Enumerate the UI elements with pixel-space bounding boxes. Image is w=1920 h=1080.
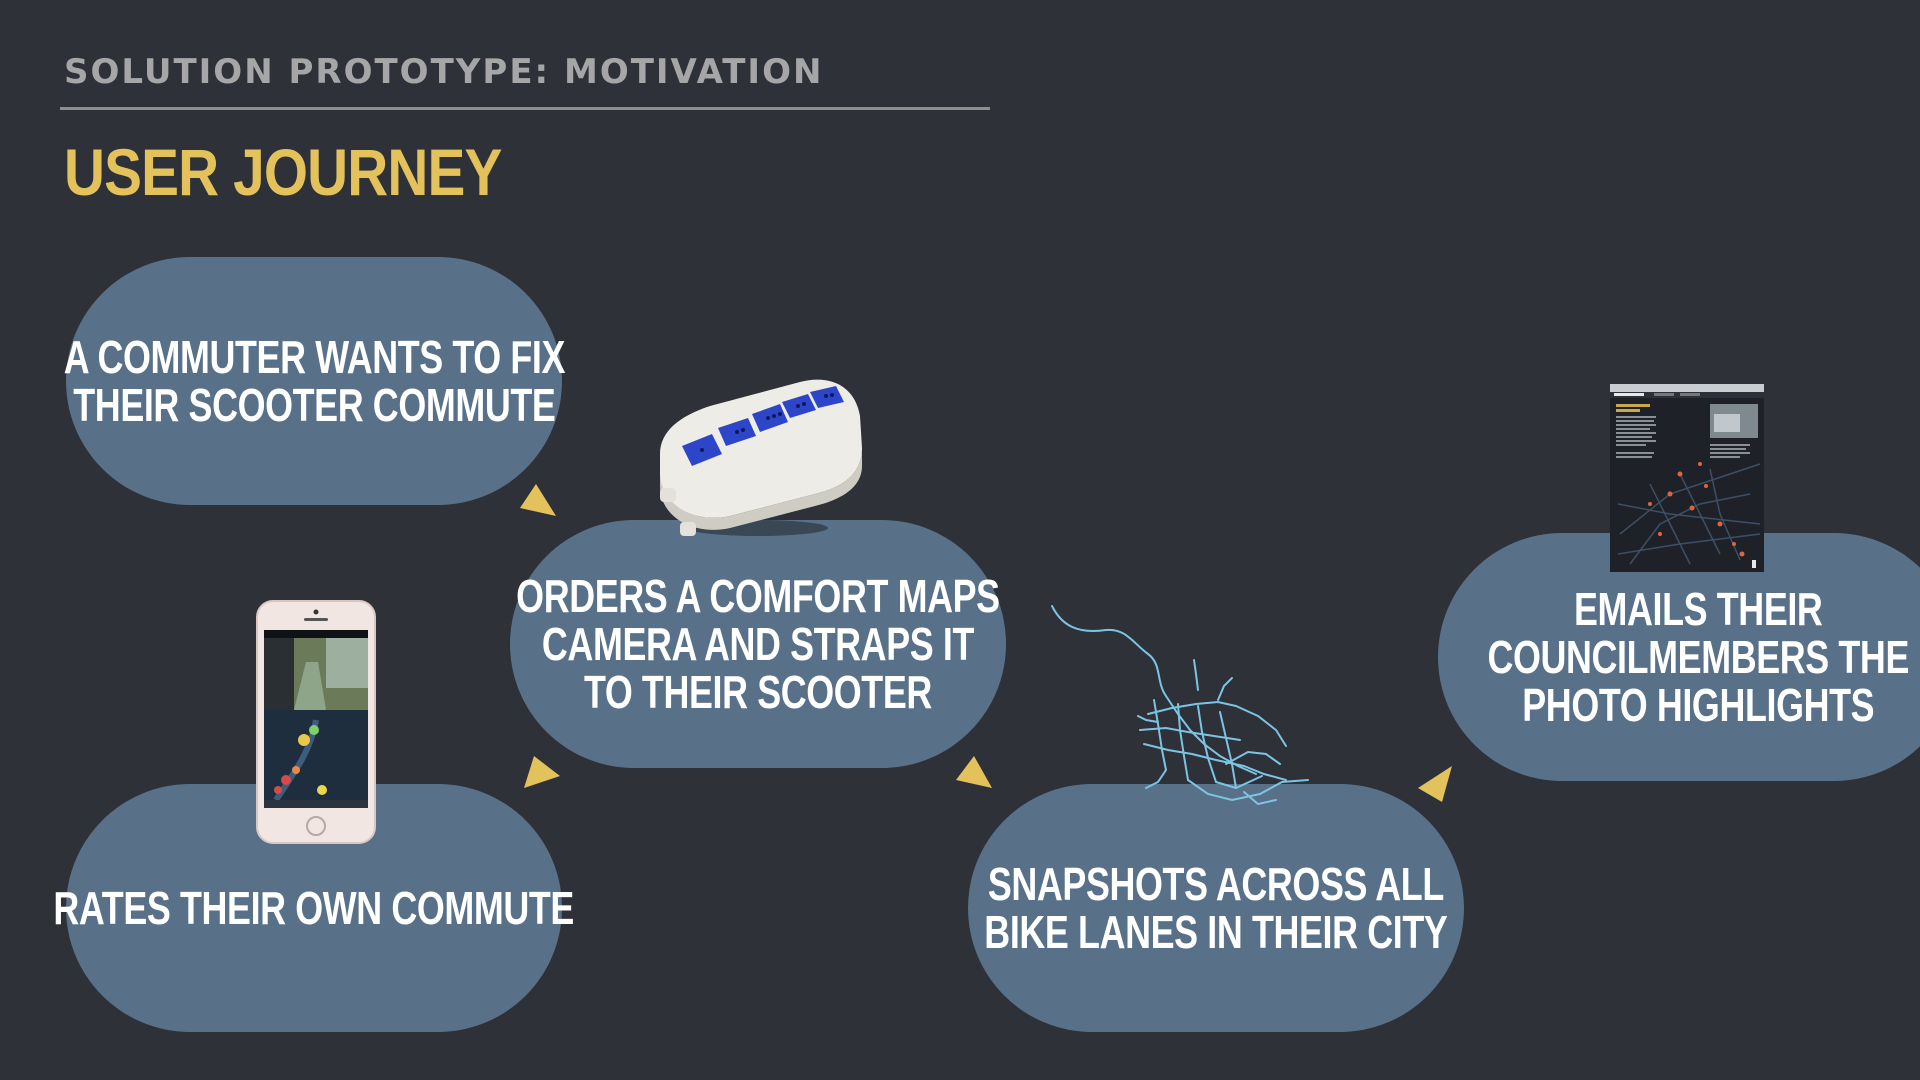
step-5-line-3: PHOTO HIGHLIGHTS: [1522, 679, 1874, 731]
arrow-1-icon: [520, 484, 556, 516]
step-5-pill: EMAILS THEIR COUNCILMEMBERS THE PHOTO HI…: [1438, 533, 1920, 781]
step-4-pill: SNAPSHOTS ACROSS ALL BIKE LANES IN THEIR…: [968, 784, 1464, 1032]
step-2-pill: ORDERS A COMFORT MAPS CAMERA AND STRAPS …: [510, 520, 1006, 768]
step-1-text: A COMMUTER WANTS TO FIX THEIR SCOOTER CO…: [63, 331, 565, 431]
report-screenshot-image: [1610, 384, 1764, 572]
step-5-line-1: EMAILS THEIR: [1573, 583, 1823, 635]
step-2-text: ORDERS A COMFORT MAPS CAMERA AND STRAPS …: [516, 572, 1000, 716]
section-title: SOLUTION PROTOTYPE: MOTIVATION: [64, 52, 824, 92]
step-1-line-2: THEIR SCOOTER COMMUTE: [72, 379, 556, 431]
bike-lane-map-image: [1051, 605, 1309, 806]
arrow-2-icon: [524, 756, 560, 788]
step-2-line-2: CAMERA AND STRAPS IT: [541, 618, 975, 670]
arrow-3-icon: [956, 756, 992, 788]
slide-title: USER JOURNEY: [64, 135, 502, 209]
step-5-line-2: COUNCILMEMBERS THE: [1487, 631, 1909, 683]
phone-app-image: [256, 600, 376, 844]
step-3-text: RATES THEIR OWN COMMUTE: [54, 884, 575, 932]
step-1-line-1: A COMMUTER WANTS TO FIX: [63, 331, 565, 383]
step-2-line-3: TO THEIR SCOOTER: [584, 666, 932, 718]
step-4-line-2: BIKE LANES IN THEIR CITY: [984, 906, 1448, 958]
step-4-text: SNAPSHOTS ACROSS ALL BIKE LANES IN THEIR…: [984, 860, 1447, 956]
step-1-pill: A COMMUTER WANTS TO FIX THEIR SCOOTER CO…: [63, 257, 565, 505]
step-4-line-1: SNAPSHOTS ACROSS ALL: [987, 858, 1445, 910]
step-2-line-1: ORDERS A COMFORT MAPS: [516, 570, 1000, 622]
section-divider: [60, 107, 990, 110]
step-3-line-1: RATES THEIR OWN COMMUTE: [53, 882, 575, 934]
arrow-4-icon: [1418, 766, 1452, 802]
camera-device-image: [660, 379, 862, 536]
step-5-text: EMAILS THEIR COUNCILMEMBERS THE PHOTO HI…: [1487, 585, 1909, 729]
